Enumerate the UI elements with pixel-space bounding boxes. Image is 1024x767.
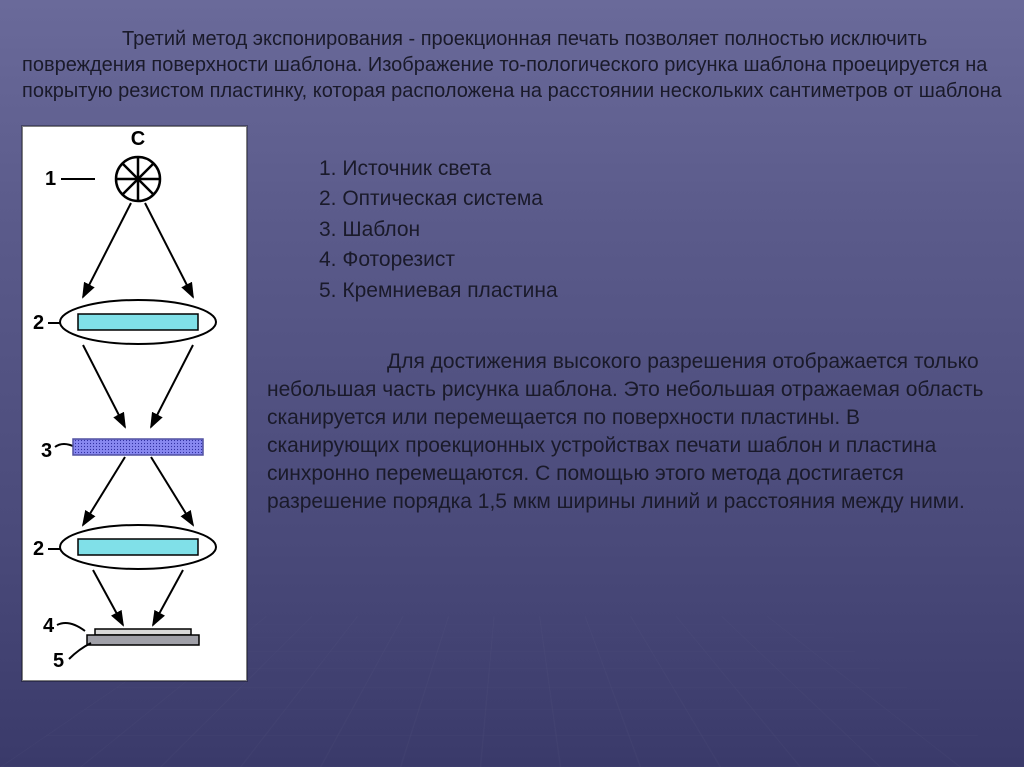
photoresist	[95, 629, 191, 635]
light-source-icon	[116, 157, 160, 201]
lens-2-glass	[78, 539, 198, 555]
label-2a: 2	[33, 312, 44, 334]
legend-item: 1. Источник света	[319, 154, 1002, 184]
ray	[93, 570, 123, 625]
description-paragraph: Для достижения высокого разрешения отобр…	[267, 348, 1002, 516]
lens-1-glass	[78, 314, 198, 330]
label-5: 5	[53, 650, 64, 672]
template	[73, 439, 203, 455]
ray	[83, 203, 131, 297]
diagram-svg: C 1 2	[23, 127, 248, 682]
ray	[151, 345, 193, 427]
label-1: 1	[45, 168, 56, 190]
slide-content: Третий метод экспонирования - проекционн…	[0, 0, 1024, 707]
legend-item: 2. Оптическая система	[319, 184, 1002, 214]
ray	[83, 345, 125, 427]
ray	[151, 457, 193, 525]
legend-item: 3. Шаблон	[319, 215, 1002, 245]
legend-list: 1. Источник света 2. Оптическая система …	[267, 154, 1002, 306]
legend-item: 4. Фоторезист	[319, 245, 1002, 275]
wafer	[87, 635, 199, 645]
ray	[153, 570, 183, 625]
label-4: 4	[43, 615, 55, 637]
projection-diagram: C 1 2	[22, 126, 247, 681]
legend-item: 5. Кремниевая пластина	[319, 276, 1002, 306]
ray	[145, 203, 193, 297]
label-2b: 2	[33, 538, 44, 560]
main-row: C 1 2	[22, 126, 1002, 681]
label-3: 3	[41, 440, 52, 462]
right-column: 1. Источник света 2. Оптическая система …	[267, 126, 1002, 516]
ray	[83, 457, 125, 525]
intro-paragraph: Третий метод экспонирования - проекционн…	[22, 26, 1002, 104]
label-c: C	[131, 128, 145, 150]
